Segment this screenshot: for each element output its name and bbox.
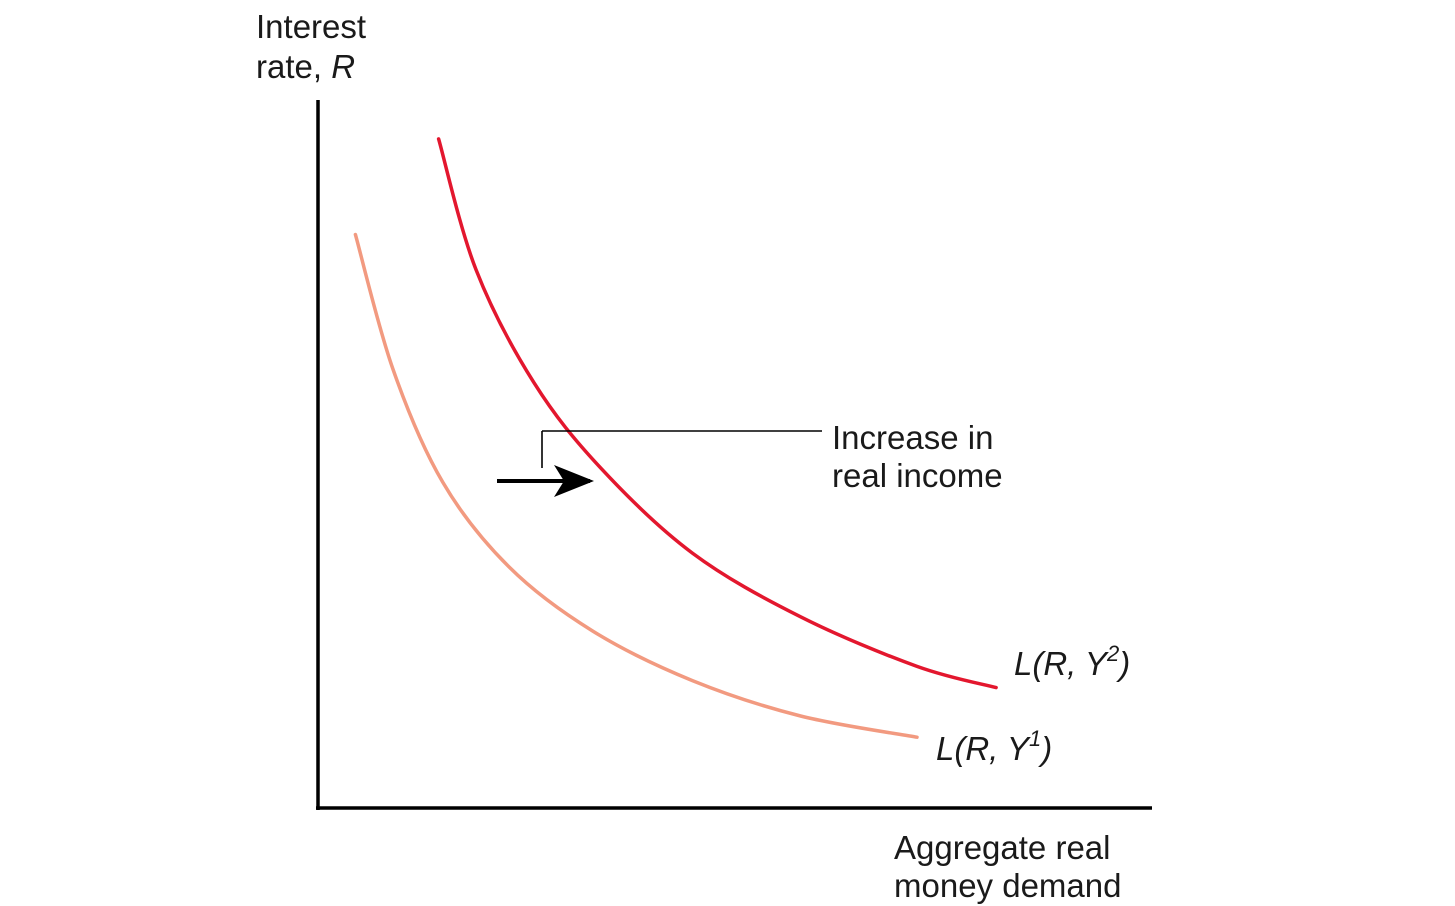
curve-label-y2: L(R, Y2) [1014,641,1130,682]
y-axis-label-line1: Interest [256,8,366,45]
annotation-label-line2: real income [832,457,1003,494]
curve-label-y1: L(R, Y1) [936,726,1052,767]
x-axis-label-line1: Aggregate real [894,829,1110,866]
curve-l-r-y1 [353,232,919,739]
curve-label-y1-sup: 1 [1029,726,1041,751]
annotation-line1: Increase in [832,419,993,456]
annotation-line2: real income [832,457,1003,494]
y-axis-label: Interest [256,8,366,45]
y-axis-label-line2: rate, R [256,48,355,85]
annotation-label: Increase in [832,419,993,456]
x-axis-label-line2: money demand [894,867,1121,904]
curve-label-y2-sup: 2 [1106,641,1119,666]
curve-label-y2-main: L(R, Y [1014,645,1109,682]
curve-label-y1-main: L(R, Y [936,730,1031,767]
curve-l-r-y2 [436,137,998,690]
y-axis-label-prefix: rate, [256,48,331,85]
x-axis-label-line2-text: money demand [894,867,1121,904]
x-axis-label: Aggregate real [894,829,1110,866]
y-axis-symbol: R [331,48,355,85]
curves-group [353,137,998,739]
curve-label-y1-close: ) [1037,730,1052,767]
curve-label-y2-close: ) [1115,645,1130,682]
